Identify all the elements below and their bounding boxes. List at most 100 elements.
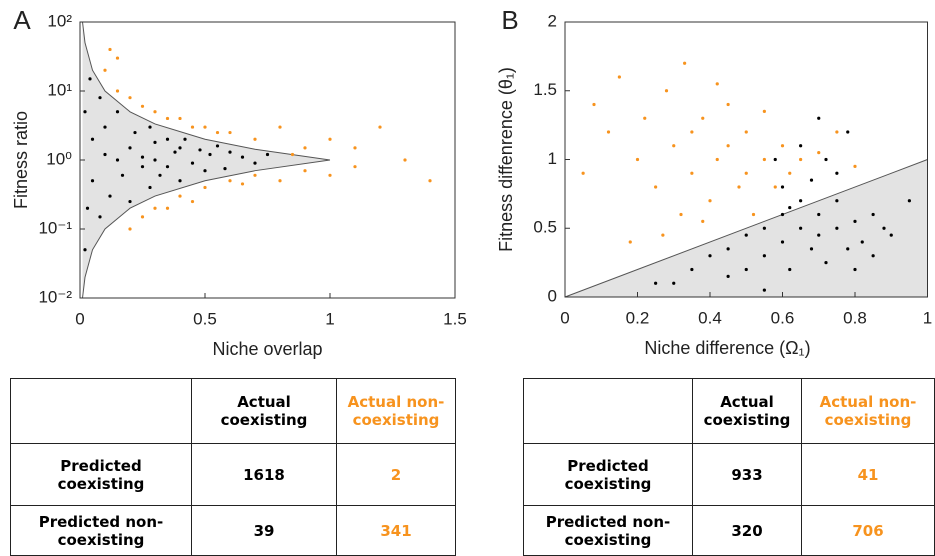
table: Actual coexisting Actual non-coexisting … xyxy=(10,378,456,556)
point xyxy=(148,185,152,190)
point xyxy=(403,158,407,162)
point xyxy=(328,137,332,141)
point xyxy=(328,173,332,177)
point xyxy=(799,199,803,203)
point xyxy=(780,185,785,189)
y-axis-label: Fitness ratio xyxy=(11,111,31,209)
point xyxy=(715,82,719,86)
point xyxy=(128,96,132,100)
x-tick-label: 0.8 xyxy=(843,308,867,327)
row-header: Predicted non-coexisting xyxy=(10,505,192,556)
point xyxy=(846,130,850,134)
region-boundary xyxy=(82,21,331,161)
row-header: Predicted coexisting xyxy=(10,443,192,506)
point xyxy=(173,150,177,154)
point xyxy=(835,171,839,175)
point xyxy=(799,144,803,148)
point xyxy=(190,199,195,204)
point xyxy=(606,130,611,134)
cell: 41 xyxy=(801,443,935,506)
cell: 1618 xyxy=(191,443,337,506)
cell: 341 xyxy=(336,505,456,556)
point xyxy=(108,194,112,198)
point xyxy=(701,116,705,120)
point xyxy=(817,116,821,120)
point xyxy=(140,104,145,108)
point xyxy=(140,215,145,219)
x-tick-label: 0.4 xyxy=(698,308,722,327)
point xyxy=(751,212,756,217)
point xyxy=(428,179,432,183)
cell: 2 xyxy=(336,443,456,506)
point xyxy=(378,125,382,129)
point xyxy=(178,116,182,121)
point xyxy=(228,130,232,135)
point xyxy=(882,226,886,230)
x-tick-label: 0.5 xyxy=(193,309,217,328)
panel-label: A xyxy=(13,5,31,35)
point xyxy=(178,179,182,183)
y-tick-label: 0.5 xyxy=(533,218,557,237)
point xyxy=(148,125,152,129)
point xyxy=(115,89,120,93)
corner-cell xyxy=(523,378,693,444)
point xyxy=(240,182,245,186)
point xyxy=(664,89,669,93)
point xyxy=(140,165,145,169)
x-tick-label: 1 xyxy=(325,309,334,328)
point xyxy=(809,247,814,251)
point xyxy=(115,158,120,162)
corner-cell xyxy=(10,378,192,444)
point xyxy=(203,185,207,190)
point xyxy=(835,199,839,203)
region-boundary xyxy=(82,159,331,299)
point xyxy=(353,146,357,150)
point xyxy=(788,206,792,210)
cell: 39 xyxy=(191,505,337,556)
point xyxy=(708,199,712,203)
point xyxy=(90,137,95,141)
point xyxy=(140,155,145,159)
point xyxy=(88,77,92,81)
point xyxy=(701,219,705,223)
point xyxy=(115,110,120,114)
point xyxy=(744,233,748,237)
x-tick-label: 0.2 xyxy=(626,308,650,327)
column-header: Actual non-coexisting xyxy=(801,378,935,444)
point xyxy=(853,267,857,272)
y-tick-label: 10¹ xyxy=(47,80,72,99)
y-tick-label: 10⁰ xyxy=(46,149,72,168)
point xyxy=(853,219,857,223)
point xyxy=(98,215,102,219)
x-tick-label: 1.5 xyxy=(443,309,467,328)
point xyxy=(809,178,814,182)
point xyxy=(726,102,730,107)
point xyxy=(889,233,893,237)
point xyxy=(737,185,741,189)
point xyxy=(83,248,87,252)
x-tick-label: 1 xyxy=(923,308,932,327)
y-tick-label: 10⁻² xyxy=(38,287,72,306)
point xyxy=(679,212,683,217)
column-header: Actual coexisting xyxy=(191,378,337,444)
point xyxy=(120,173,125,177)
point xyxy=(223,167,227,171)
point xyxy=(153,206,157,210)
column-header: Actual coexisting xyxy=(692,378,802,444)
point xyxy=(103,68,107,72)
point xyxy=(780,144,785,148)
point xyxy=(103,125,107,129)
point xyxy=(90,179,95,183)
point xyxy=(672,144,676,148)
point xyxy=(690,171,694,175)
point xyxy=(799,157,803,162)
point xyxy=(153,158,157,162)
point xyxy=(115,56,120,60)
point xyxy=(85,206,90,210)
point xyxy=(290,152,295,157)
row-header: Predicted non-coexisting xyxy=(523,505,693,556)
point xyxy=(762,157,766,162)
point xyxy=(83,110,87,114)
point xyxy=(744,130,748,134)
point xyxy=(303,169,307,173)
